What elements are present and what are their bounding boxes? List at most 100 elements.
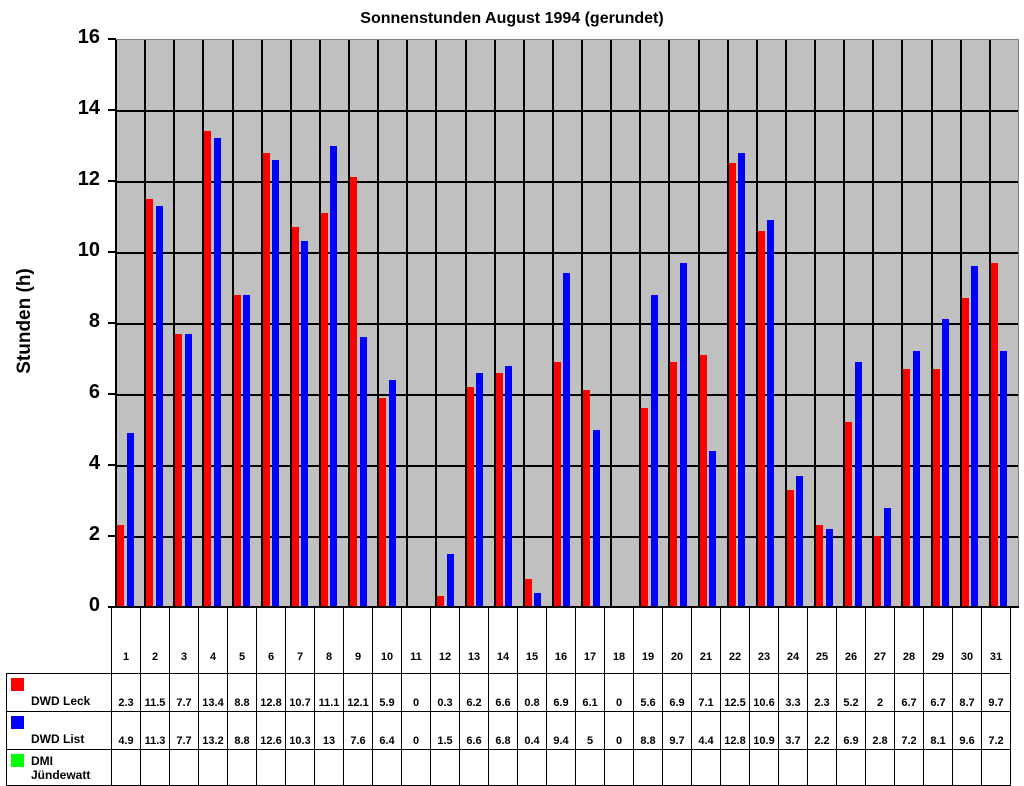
- table-corner: [6, 607, 112, 674]
- table-cell: 0: [604, 673, 634, 712]
- table-cell: 8.8: [227, 711, 257, 750]
- category-label: 5: [227, 607, 257, 674]
- y-tick-mark: [108, 322, 116, 324]
- table-cell: 2.2: [807, 711, 837, 750]
- bar-dwd-list: [854, 362, 862, 607]
- bar-dwd-leck: [757, 230, 765, 607]
- table-cell: 2.3: [807, 673, 837, 712]
- table-cell: 10.7: [285, 673, 315, 712]
- bar-dwd-list: [388, 379, 396, 607]
- legend-label: DMI Jündewatt: [31, 754, 91, 782]
- v-gridline: [260, 40, 263, 607]
- y-tick-mark: [108, 535, 116, 537]
- table-cell: 8.8: [227, 673, 257, 712]
- v-gridline: [726, 40, 729, 607]
- table-cell: 8.7: [952, 673, 982, 712]
- category-label: 7: [285, 607, 315, 674]
- v-gridline: [697, 40, 700, 607]
- v-gridline: [406, 40, 409, 607]
- bar-dwd-leck: [990, 262, 998, 607]
- bar-dwd-leck: [903, 369, 911, 607]
- table-cell: 0.3: [430, 673, 460, 712]
- category-label: 17: [575, 607, 605, 674]
- table-row: DWD Leck 2.3 11.5 7.7 13.4 8.8 12.8 10.7 11.1 12.…: [6, 673, 1011, 712]
- v-gridline: [551, 40, 554, 607]
- category-label: 25: [807, 607, 837, 674]
- category-label: 6: [256, 607, 286, 674]
- v-gridline: [289, 40, 292, 607]
- bar-dwd-leck: [874, 536, 882, 607]
- bar-dwd-list: [709, 450, 717, 607]
- category-label: 23: [749, 607, 779, 674]
- v-gridline: [493, 40, 496, 607]
- category-label: 28: [894, 607, 924, 674]
- category-label: 9: [343, 607, 373, 674]
- legend-label: DWD List: [31, 732, 85, 746]
- bar-dwd-list: [650, 294, 658, 607]
- v-gridline: [464, 40, 467, 607]
- bar-dwd-list: [184, 333, 192, 607]
- bar-dwd-list: [1000, 351, 1008, 607]
- category-label: 24: [778, 607, 808, 674]
- v-gridline: [581, 40, 584, 607]
- bar-dwd-leck: [350, 177, 358, 607]
- bar-dwd-list: [883, 507, 891, 607]
- bar-dwd-leck: [699, 354, 707, 607]
- table-cell: 10.3: [285, 711, 315, 750]
- table-cell: 2.3: [111, 673, 141, 712]
- y-tick-label: 10: [77, 239, 100, 261]
- table-cell: 6.1: [575, 673, 605, 712]
- v-gridline: [435, 40, 438, 607]
- table-cell: 7.1: [691, 673, 721, 712]
- table-cell: 11.3: [140, 711, 170, 750]
- category-label: 12: [430, 607, 460, 674]
- bar-dwd-leck: [524, 578, 532, 607]
- table-row: DWD List 4.9 11.3 7.7 13.2 8.8 12.6 10.3 13 7.6 6.…: [6, 711, 1011, 750]
- table-cell: 8.1: [923, 711, 953, 750]
- y-tick-label: 8: [88, 310, 100, 332]
- legend-entry: DWD List: [6, 711, 112, 750]
- y-tick-mark: [108, 464, 116, 466]
- table-cell: 6.9: [836, 711, 866, 750]
- v-gridline: [814, 40, 817, 607]
- bar-dwd-leck: [262, 152, 270, 607]
- y-tick-label: 16: [77, 26, 100, 48]
- table-cell: 6.7: [923, 673, 953, 712]
- v-gridline: [930, 40, 933, 607]
- v-gridline: [668, 40, 671, 607]
- table-cell: 9.6: [952, 711, 982, 750]
- table-cell: 5: [575, 711, 605, 750]
- table-cell: 0: [401, 673, 431, 712]
- v-gridline: [173, 40, 176, 607]
- category-label: 21: [691, 607, 721, 674]
- table-cell: 2.8: [865, 711, 895, 750]
- table-cell: 9.4: [546, 711, 576, 750]
- table-cell: 4.9: [111, 711, 141, 750]
- legend-swatch: [11, 716, 24, 729]
- category-label: 13: [459, 607, 489, 674]
- v-gridline: [318, 40, 321, 607]
- table-cell: 0.8: [517, 673, 547, 712]
- bar-dwd-leck: [816, 525, 824, 607]
- v-gridline: [639, 40, 642, 607]
- bar-dwd-list: [738, 152, 746, 607]
- category-label: 4: [198, 607, 228, 674]
- v-gridline: [784, 40, 787, 607]
- y-tick-mark: [108, 180, 116, 182]
- table-cell: 0: [401, 711, 431, 750]
- table-cell: 10.6: [749, 673, 779, 712]
- table-cell: 7.2: [981, 711, 1011, 750]
- bar-dwd-leck: [379, 397, 387, 607]
- category-label: 16: [546, 607, 576, 674]
- y-tick-label: 4: [88, 452, 100, 474]
- table-cell: 9.7: [981, 673, 1011, 712]
- bar-dwd-list: [155, 205, 163, 607]
- bar-dwd-list: [505, 365, 513, 607]
- bar-dwd-leck: [291, 227, 299, 607]
- bar-dwd-leck: [845, 422, 853, 607]
- table-cell: 5.9: [372, 673, 402, 712]
- table-cell: 9.7: [662, 711, 692, 750]
- y-tick-mark: [108, 109, 116, 111]
- table-cell: 0: [604, 711, 634, 750]
- table-cell: 3.3: [778, 673, 808, 712]
